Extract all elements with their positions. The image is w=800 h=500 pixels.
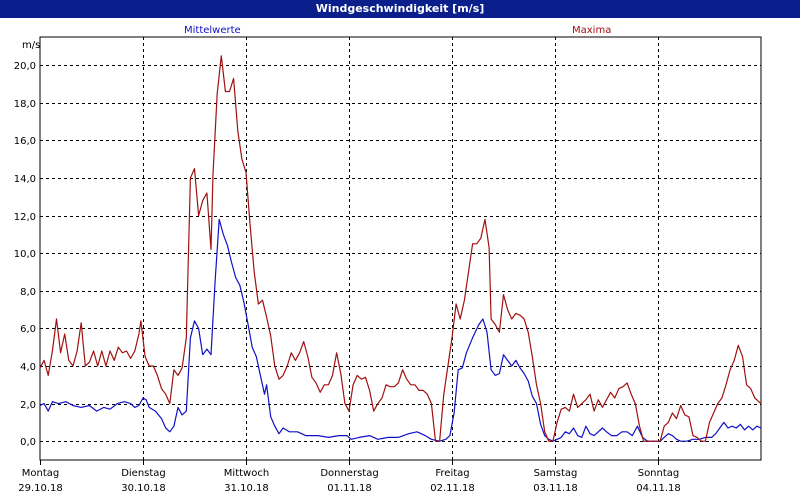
legend-maxima: Maxima bbox=[572, 25, 612, 36]
y-tick-label: 14,0 bbox=[14, 174, 36, 185]
series-line-maxima bbox=[39, 55, 762, 442]
x-tick-label-day: Freitag bbox=[435, 468, 469, 479]
y-tick-label: 20,0 bbox=[14, 61, 36, 72]
x-tick-label-date: 04.11.18 bbox=[636, 483, 681, 494]
x-tick-label-date: 31.10.18 bbox=[224, 483, 269, 494]
y-tick-label: 10,0 bbox=[14, 249, 36, 260]
x-tick-label-date: 29.10.18 bbox=[18, 483, 63, 494]
chart-title: Windgeschwindigkeit [m/s] bbox=[315, 2, 485, 15]
plot-area bbox=[39, 36, 762, 461]
y-tick-label: 2,0 bbox=[20, 400, 36, 411]
legend-mittelwerte: Mittelwerte bbox=[184, 25, 241, 36]
x-tick-label-day: Dienstag bbox=[121, 468, 166, 479]
y-tick-label: 6,0 bbox=[20, 324, 36, 335]
x-tick-label-date: 02.11.18 bbox=[430, 483, 475, 494]
y-tick-label: 18,0 bbox=[14, 99, 36, 110]
chart-title-bar: Windgeschwindigkeit [m/s] bbox=[0, 0, 800, 18]
x-tick-label-date: 03.11.18 bbox=[533, 483, 578, 494]
x-tick-label-date: 30.10.18 bbox=[121, 483, 166, 494]
y-tick-label: 0,0 bbox=[20, 437, 36, 448]
x-tick-label-day: Mittwoch bbox=[224, 468, 269, 479]
y-tick-label: 4,0 bbox=[20, 362, 36, 373]
y-tick-label: 12,0 bbox=[14, 212, 36, 223]
y-axis-unit: m/s bbox=[22, 40, 41, 51]
x-tick-label-day: Samstag bbox=[534, 468, 578, 479]
y-tick-label: 16,0 bbox=[14, 136, 36, 147]
y-tick-label: 8,0 bbox=[20, 287, 36, 298]
x-tick-label-date: 01.11.18 bbox=[327, 483, 372, 494]
x-tick-label-day: Sonntag bbox=[638, 468, 680, 479]
x-tick-label-day: Donnerstag bbox=[320, 468, 378, 479]
x-tick-label-day: Montag bbox=[22, 468, 59, 479]
